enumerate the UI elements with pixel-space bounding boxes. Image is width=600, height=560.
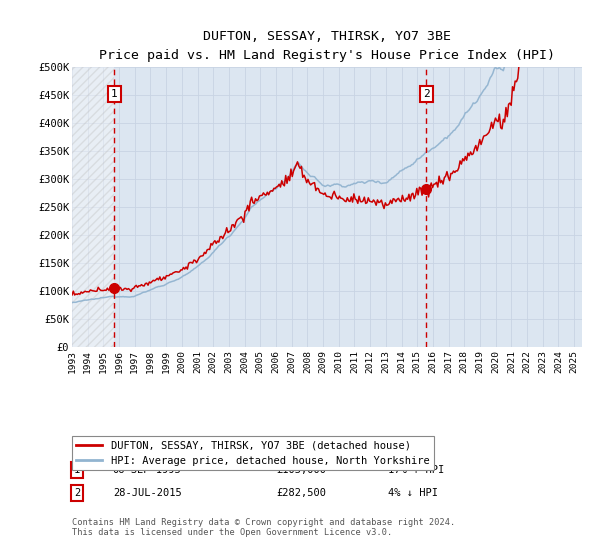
Text: £282,500: £282,500 (276, 488, 326, 498)
Title: DUFTON, SESSAY, THIRSK, YO7 3BE
Price paid vs. HM Land Registry's House Price In: DUFTON, SESSAY, THIRSK, YO7 3BE Price pa… (99, 30, 555, 62)
Legend: DUFTON, SESSAY, THIRSK, YO7 3BE (detached house), HPI: Average price, detached h: DUFTON, SESSAY, THIRSK, YO7 3BE (detache… (72, 436, 434, 470)
Text: £105,000: £105,000 (276, 465, 326, 475)
Text: 2: 2 (74, 488, 80, 498)
Text: 2: 2 (423, 89, 430, 99)
Text: 4% ↓ HPI: 4% ↓ HPI (388, 488, 438, 498)
Text: 17% ↑ HPI: 17% ↑ HPI (388, 465, 445, 475)
Text: 06-SEP-1995: 06-SEP-1995 (113, 465, 182, 475)
Text: Contains HM Land Registry data © Crown copyright and database right 2024.
This d: Contains HM Land Registry data © Crown c… (72, 518, 455, 538)
Text: 1: 1 (74, 465, 80, 475)
Text: 1: 1 (110, 89, 118, 99)
Text: 28-JUL-2015: 28-JUL-2015 (113, 488, 182, 498)
